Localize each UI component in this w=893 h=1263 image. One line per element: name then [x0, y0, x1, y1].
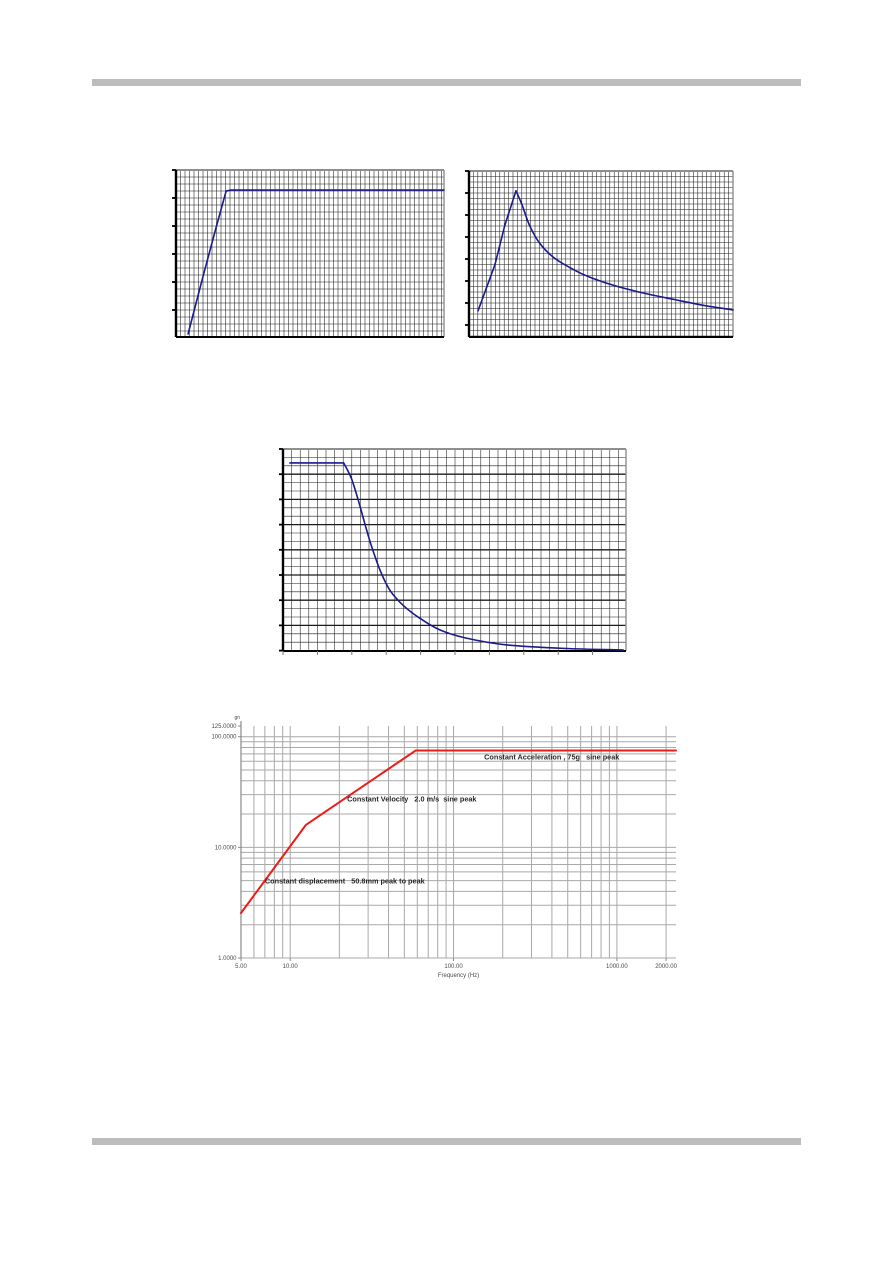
svg-text:125.0000: 125.0000 [211, 724, 237, 730]
svg-text:100.0000: 100.0000 [211, 735, 237, 741]
svg-text:1.0000: 1.0000 [218, 956, 237, 962]
top-right-grid-chart [465, 170, 734, 338]
top-left-grid-chart [172, 169, 445, 338]
profile-annotation: Constant displacement 50.8mm peak to pea… [265, 876, 426, 885]
sine-test-profile-chart: 1.0000 10.0000 100.0000 125.0000 5.00 10.00 10… [211, 715, 677, 979]
x-axis-title: Frequency (Hz) [438, 973, 479, 979]
profile-annotation: Constant Velocity 2.0 m/s sine peak [347, 795, 477, 804]
bottom-horizontal-rule [92, 1138, 801, 1145]
svg-text:10.00: 10.00 [283, 964, 299, 970]
svg-text:2000.00: 2000.00 [655, 964, 677, 970]
svg-text:1000.00: 1000.00 [606, 964, 628, 970]
y-unit-label: gn [234, 715, 240, 721]
svg-text:5.00: 5.00 [235, 964, 247, 970]
profile-annotation: Constant Acceleration , 75g sine peak [484, 753, 620, 762]
svg-text:10.0000: 10.0000 [215, 845, 237, 851]
svg-text:100.00: 100.00 [444, 964, 463, 970]
middle-grid-chart [279, 448, 627, 655]
top-horizontal-rule [92, 79, 801, 86]
